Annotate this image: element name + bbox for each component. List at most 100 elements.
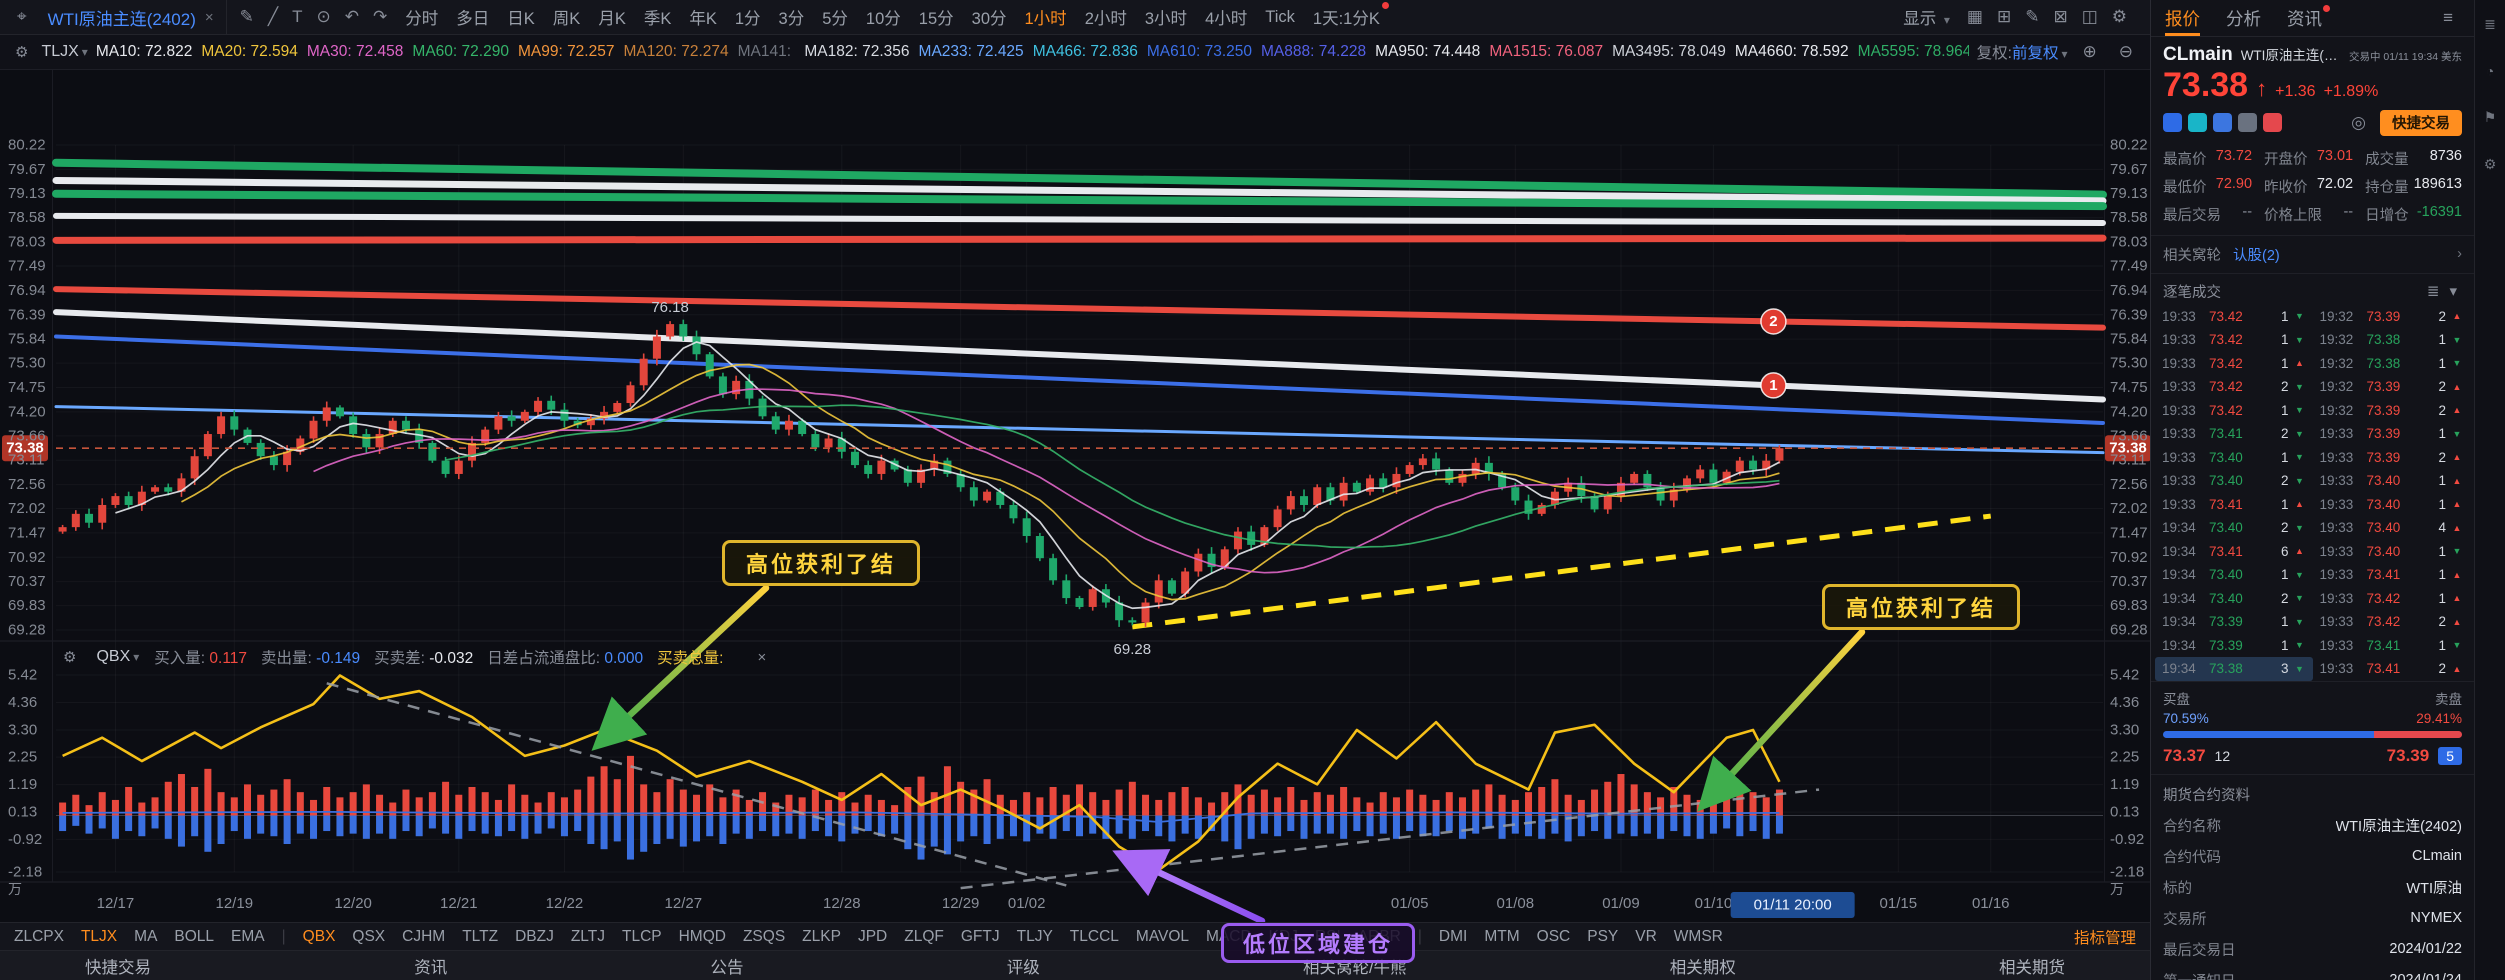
timeframe-年K[interactable]: 年K bbox=[689, 10, 717, 28]
close-icon[interactable]: × bbox=[204, 8, 214, 26]
sub-settings-icon[interactable]: ⚙ bbox=[63, 649, 77, 666]
chart-area[interactable]: 73.38 73.38 76.18 69.28 2 1 80.22 80.22 79.67 79.… bbox=[0, 70, 2151, 925]
panel-settings-icon[interactable]: ⚙ bbox=[2483, 156, 2497, 172]
bottom-tab-资讯[interactable]: 资讯 bbox=[414, 958, 448, 977]
indicator-tab-ZLCPX[interactable]: ZLCPX bbox=[14, 927, 64, 945]
symbol-tab[interactable]: WTI原油主连(2402) × bbox=[36, 0, 227, 34]
trade-settings-icon[interactable]: ◎ bbox=[2351, 112, 2366, 132]
trendline-icon[interactable]: ╱ bbox=[267, 7, 279, 26]
zoom-out-icon[interactable]: ⊖ bbox=[2118, 42, 2133, 61]
indicator-tab-VR[interactable]: VR bbox=[1635, 927, 1657, 945]
pan-icon[interactable]: ⌖ bbox=[17, 7, 27, 26]
expand-icon[interactable]: ▾ bbox=[2449, 283, 2457, 301]
timeframe-1天:1分K[interactable]: 1天:1分K bbox=[1304, 2, 1389, 29]
text-tool-icon[interactable]: T bbox=[292, 7, 303, 26]
timeframe-多日[interactable]: 多日 bbox=[456, 10, 490, 28]
svg-text:76.39: 76.39 bbox=[8, 306, 46, 323]
list-icon[interactable]: ≣ bbox=[2484, 16, 2496, 32]
indicator-tab-GFTJ[interactable]: GFTJ bbox=[960, 927, 1000, 945]
bottom-tab-相关期货[interactable]: 相关期货 bbox=[1999, 958, 2065, 977]
indicator-tab-WMSR[interactable]: WMSR bbox=[1673, 927, 1723, 945]
indicator-tab-JPD[interactable]: JPD bbox=[857, 927, 888, 945]
indicator-tab-DMI[interactable]: DMI bbox=[1438, 927, 1468, 945]
indicator-tab-MA[interactable]: MA bbox=[134, 927, 158, 945]
warrants-link[interactable]: 认股(2) bbox=[2233, 247, 2280, 264]
indicator-tab-TLJY[interactable]: TLJY bbox=[1016, 927, 1053, 945]
bottom-tab-评级[interactable]: 评级 bbox=[1006, 958, 1040, 977]
indicator-tab-ZSQS[interactable]: ZSQS bbox=[742, 927, 786, 945]
sub-close-icon[interactable]: × bbox=[757, 648, 767, 666]
indicator-tab-TLCP[interactable]: TLCP bbox=[621, 927, 662, 945]
bottom-tab-快捷交易[interactable]: 快捷交易 bbox=[85, 958, 151, 977]
ma-value: MA20: 72.594 bbox=[201, 43, 298, 60]
indicator-tab-MAVOL[interactable]: MAVOL bbox=[1135, 927, 1190, 945]
timeframe-10分[interactable]: 10分 bbox=[865, 10, 901, 28]
timeframe-季K[interactable]: 季K bbox=[643, 10, 672, 28]
multi-window-icon[interactable]: ⊞ bbox=[1996, 7, 2012, 26]
sub-indicator-name[interactable]: QBX ▾ bbox=[96, 648, 139, 666]
indicator-tab-ZLQF[interactable]: ZLQF bbox=[904, 927, 944, 945]
panel-more-icon[interactable]: ≡ bbox=[2443, 8, 2453, 27]
indicator-tab-CJHM[interactable]: CJHM bbox=[402, 927, 446, 945]
layout-grid-icon[interactable]: ▦ bbox=[1966, 7, 1983, 26]
eraser-icon[interactable]: ⊠ bbox=[2053, 7, 2068, 26]
timeframe-日K[interactable]: 日K bbox=[507, 10, 535, 28]
timeframe-1分[interactable]: 1分 bbox=[734, 10, 761, 28]
clock-icon[interactable]: ◔ bbox=[2485, 63, 2495, 79]
indicator-tab-ZLKP[interactable]: ZLKP bbox=[802, 927, 841, 945]
indicator-tab-TLJX[interactable]: TLJX bbox=[80, 927, 118, 945]
main-indicator-label: TLJX bbox=[41, 43, 79, 60]
indicator-settings-icon[interactable]: ⚙ bbox=[15, 44, 29, 61]
timeframe-分时[interactable]: 分时 bbox=[405, 10, 439, 28]
indicator-tab-QBX[interactable]: QBX bbox=[302, 927, 336, 945]
timeframe-Tick[interactable]: Tick bbox=[1265, 7, 1295, 26]
flag-icon[interactable]: ⚑ bbox=[2483, 109, 2497, 125]
timeframe-周K[interactable]: 周K bbox=[552, 10, 581, 28]
undo-icon[interactable]: ↶ bbox=[344, 7, 360, 26]
pencil-icon[interactable]: ✎ bbox=[239, 7, 254, 26]
panel-tab-分析[interactable]: 分析 bbox=[2226, 8, 2261, 29]
timeframe-1小时[interactable]: 1小时 bbox=[1024, 10, 1067, 28]
indicator-tab-MTM[interactable]: MTM bbox=[1484, 927, 1520, 945]
display-dropdown[interactable]: 显示 ▾ bbox=[1903, 5, 1950, 29]
indicator-tab-PSY[interactable]: PSY bbox=[1587, 927, 1619, 945]
timeframe-30分[interactable]: 30分 bbox=[971, 10, 1007, 28]
tick-row: 19:34 73.39 1 ▼ bbox=[2162, 637, 2304, 653]
indicator-tab-ZLTJ[interactable]: ZLTJ bbox=[570, 927, 605, 945]
redo-icon[interactable]: ↷ bbox=[373, 7, 388, 26]
indicator-manage-button[interactable]: 指标管理 bbox=[2073, 929, 2136, 947]
main-indicator-name[interactable]: TLJX ▾ bbox=[41, 43, 87, 61]
chart-settings-icon[interactable]: ⚙ bbox=[2111, 7, 2127, 26]
bottom-tab-相关期权[interactable]: 相关期权 bbox=[1669, 958, 1736, 977]
timeframe-2小时[interactable]: 2小时 bbox=[1084, 10, 1127, 28]
panel-tab-报价[interactable]: 报价 bbox=[2165, 0, 2200, 36]
timeframe-3小时[interactable]: 3小时 bbox=[1144, 10, 1188, 28]
indicator-tab-HMQD[interactable]: HMQD bbox=[678, 927, 726, 945]
timeframe-15分[interactable]: 15分 bbox=[918, 10, 954, 28]
magnet-icon[interactable]: ⊙ bbox=[316, 7, 331, 26]
bottom-tab-相关窝轮/牛熊[interactable]: 相关窝轮/牛熊 bbox=[1302, 958, 1407, 977]
indicator-tab-TLCCL[interactable]: TLCCL bbox=[1069, 927, 1119, 945]
main-chart-canvas[interactable]: 73.38 73.38 76.18 69.28 2 1 80.22 80.22 79.67 79.… bbox=[0, 70, 2151, 925]
adjust-mode[interactable]: 复权:前复权 ▾ bbox=[1977, 41, 2068, 63]
sub-indicator-header: ⚙ QBX ▾ 买入量: 0.117 卖出量: -0.149 买卖差: -0.032 日… bbox=[58, 646, 771, 668]
zoom-in-icon[interactable]: ⊕ bbox=[2082, 42, 2097, 61]
ma-value: MA888: 74.228 bbox=[1261, 43, 1367, 60]
quick-trade-button[interactable]: 快捷交易 bbox=[2380, 109, 2462, 136]
indicator-tab-OSC[interactable]: OSC bbox=[1536, 927, 1571, 945]
timeframe-5分[interactable]: 5分 bbox=[822, 10, 848, 28]
indicator-tab-EMA[interactable]: EMA bbox=[231, 927, 265, 945]
timeframe-月K[interactable]: 月K bbox=[598, 10, 626, 28]
timeframe-4小时[interactable]: 4小时 bbox=[1205, 10, 1248, 28]
indicator-tab-TLTZ[interactable]: TLTZ bbox=[462, 927, 499, 945]
panel-tab-资讯[interactable]: 资讯 bbox=[2287, 0, 2330, 36]
bottom-tab-公告[interactable]: 公告 bbox=[710, 958, 744, 977]
draw-icon[interactable]: ✎ bbox=[2025, 7, 2040, 26]
timeframe-3分[interactable]: 3分 bbox=[778, 10, 805, 28]
indicator-tab-QSX[interactable]: QSX bbox=[352, 927, 386, 945]
indicator-tab-DBZJ[interactable]: DBZJ bbox=[515, 927, 554, 945]
split-chart-icon[interactable]: ◫ bbox=[2081, 7, 2098, 26]
list-icon[interactable]: ≣ bbox=[2426, 283, 2440, 301]
indicator-tab-BOLL[interactable]: BOLL bbox=[174, 927, 215, 945]
related-warrants-row[interactable]: 相关窝轮 认股(2) › bbox=[2151, 234, 2474, 274]
